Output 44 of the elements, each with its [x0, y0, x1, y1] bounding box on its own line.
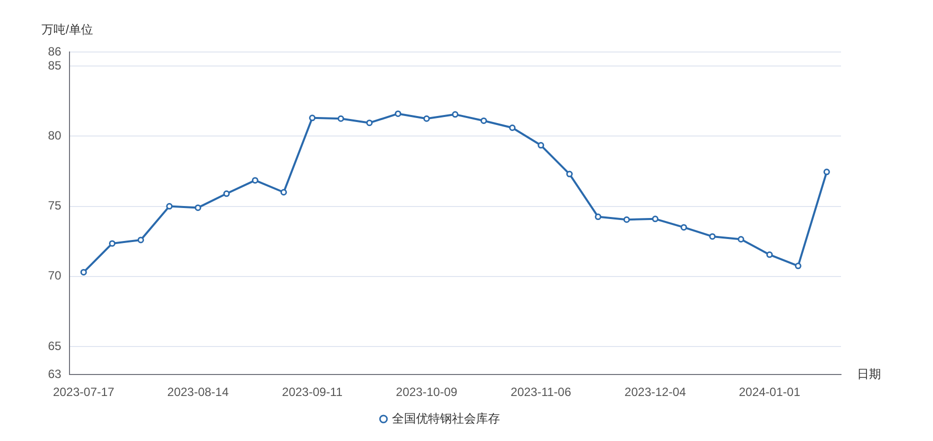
point: [452, 111, 458, 118]
point: [108, 240, 116, 247]
point: [738, 236, 744, 242]
x-axis-title: 日期: [857, 366, 881, 381]
point: [509, 124, 516, 131]
point: [394, 110, 402, 117]
y-tick-label: 63: [48, 366, 62, 381]
point: [652, 216, 658, 222]
point: [566, 170, 573, 178]
y-tick-label: 85: [48, 58, 62, 72]
point: [480, 117, 488, 124]
point: [623, 216, 630, 223]
x-tick-label: 2023-09-11: [282, 385, 343, 400]
y-tick-label: 70: [48, 268, 62, 283]
y-axis-title: 万吨/单位: [42, 22, 94, 36]
point: [223, 190, 230, 197]
point: [766, 251, 773, 258]
x-tick-label: 2023-08-14: [167, 385, 229, 400]
point: [138, 236, 144, 244]
point: [823, 168, 830, 176]
point: [338, 115, 344, 122]
point: [680, 224, 688, 231]
y-tick-label: 80: [48, 128, 62, 142]
x-tick-label: 2023-11-06: [510, 385, 572, 400]
point: [80, 268, 87, 276]
point: [194, 204, 202, 211]
x-tick-label: 2023-10-09: [396, 385, 458, 400]
point: [794, 262, 802, 270]
x-tick-label: 2023-12-04: [624, 385, 686, 400]
point: [594, 214, 602, 220]
point: [309, 114, 316, 122]
y-tick-label: 86: [48, 44, 62, 58]
x-tick-label: 2024-01-01: [738, 385, 801, 400]
point: [538, 142, 544, 149]
point: [366, 120, 373, 126]
point: [423, 115, 430, 122]
point: [709, 233, 716, 240]
point: [252, 177, 258, 184]
point: [166, 203, 173, 210]
legend-label: 全国优特钢社会库存: [392, 411, 500, 426]
y-tick-label: 65: [48, 338, 62, 353]
y-tick-label: 75: [48, 198, 62, 213]
point: [280, 189, 287, 196]
x-tick-label: 2023-07-17: [52, 385, 115, 400]
